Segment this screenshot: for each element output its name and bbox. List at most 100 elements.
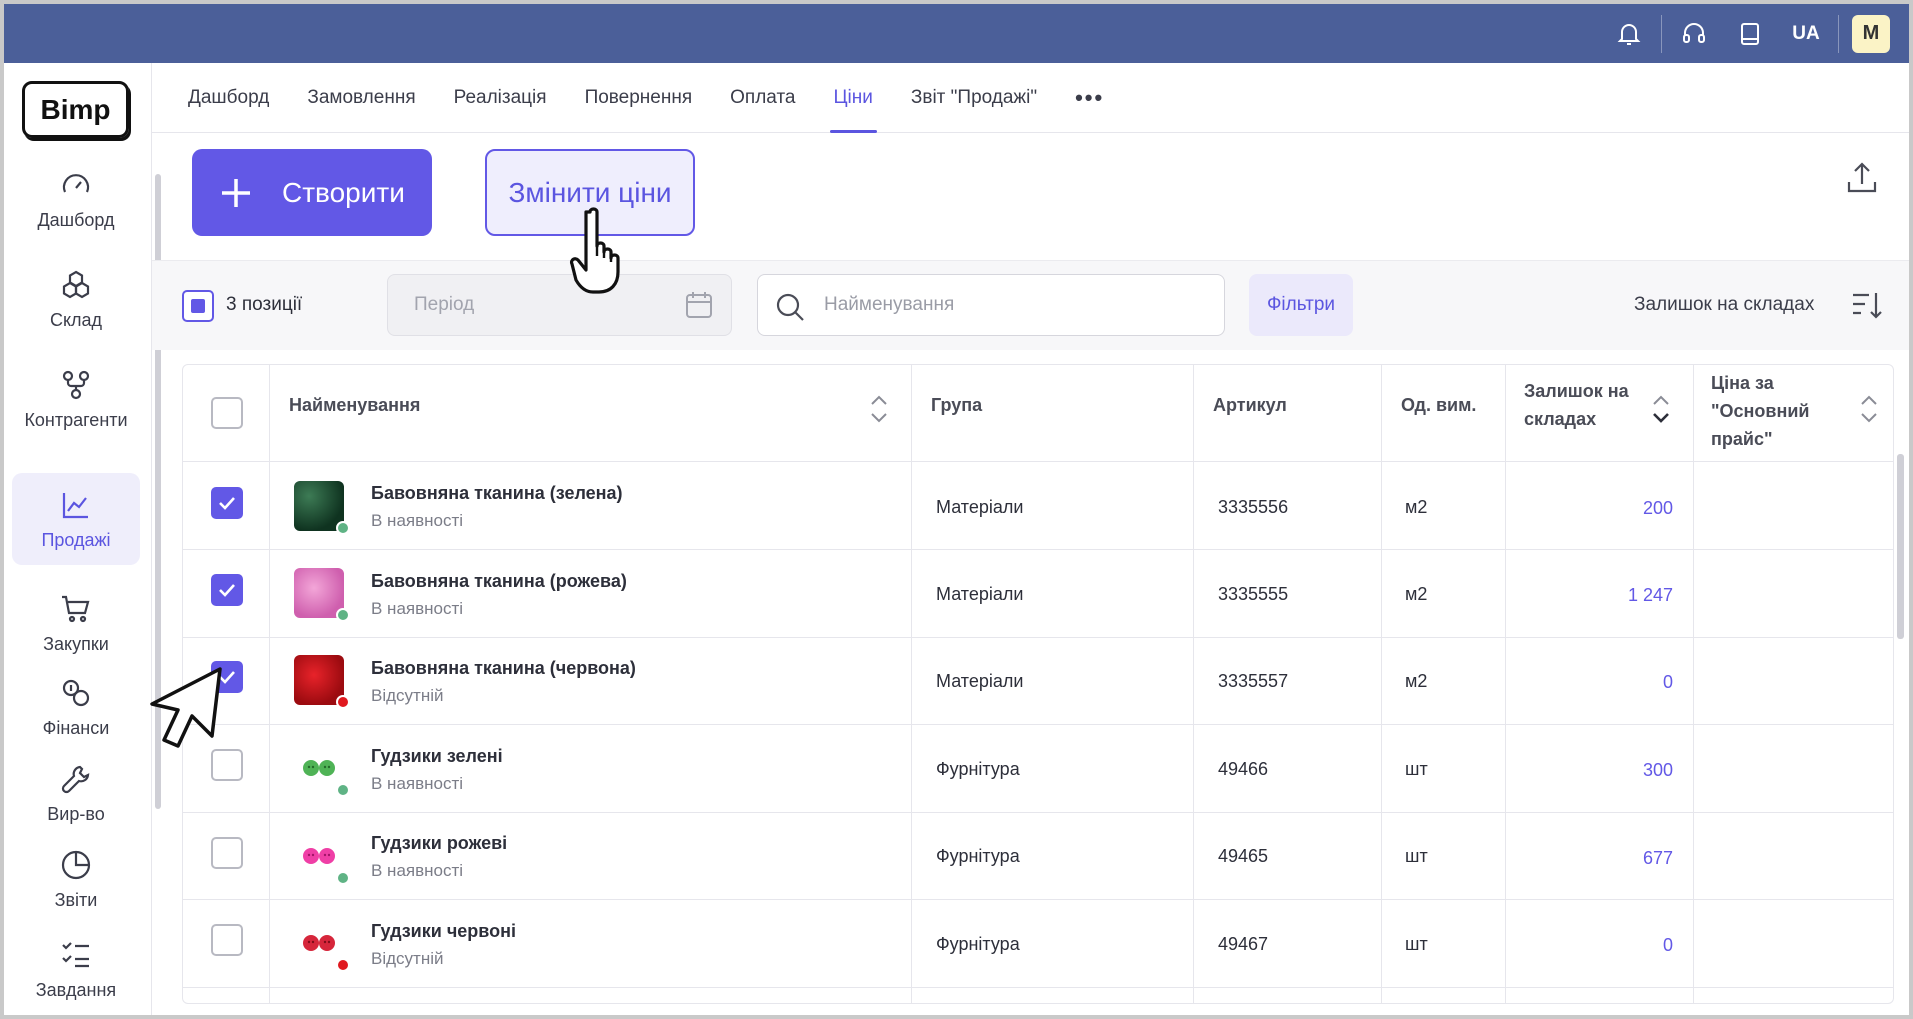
- bell-icon[interactable]: [1601, 4, 1657, 63]
- select-all-indicator[interactable]: [182, 290, 214, 322]
- avatar[interactable]: M: [1843, 4, 1899, 63]
- header-stock[interactable]: Залишок на складах: [1524, 377, 1629, 433]
- header-price[interactable]: Ціна за "Основний прайс": [1711, 369, 1809, 453]
- cell-sku: 49465: [1218, 846, 1269, 866]
- product-name[interactable]: Бавовняна тканина (рожева): [371, 571, 627, 591]
- sort-toggle-icon[interactable]: [867, 393, 891, 425]
- row-checkbox[interactable]: [211, 574, 243, 606]
- row-checkbox[interactable]: [211, 749, 243, 781]
- tab-orders[interactable]: Замовлення: [307, 86, 416, 108]
- cell-stock[interactable]: 0: [1662, 935, 1673, 955]
- sidebar-scrollbar[interactable]: [155, 174, 161, 809]
- sidebar-item-reports[interactable]: Звіти: [12, 837, 140, 921]
- cell-group: Матеріали: [936, 584, 1024, 604]
- header-price-line: прайс": [1711, 429, 1773, 449]
- header-name[interactable]: Найменування: [289, 395, 421, 415]
- product-name[interactable]: Гудзики зелені: [371, 746, 503, 766]
- logo[interactable]: Bimp: [22, 81, 129, 138]
- sidebar-item-dashboard[interactable]: Дашборд: [12, 153, 140, 245]
- product-status: В наявності: [371, 774, 464, 793]
- cell-group: Фурнітура: [936, 934, 1020, 954]
- status-dot: [336, 783, 350, 797]
- sort-icon[interactable]: [1850, 290, 1884, 322]
- product-thumbnail: [294, 743, 344, 793]
- period-field[interactable]: Період: [387, 274, 732, 336]
- cell-stock[interactable]: 300: [1642, 760, 1673, 780]
- row-checkbox[interactable]: [211, 924, 243, 956]
- product-status: Відсутній: [371, 686, 444, 705]
- row-checkbox[interactable]: [211, 487, 243, 519]
- product-thumbnail: [294, 831, 344, 881]
- status-dot: [336, 608, 350, 622]
- sidebar-item-label: Вир-во: [47, 803, 105, 824]
- headset-icon[interactable]: [1666, 4, 1722, 63]
- sort-toggle-icon[interactable]: [1857, 393, 1881, 425]
- export-icon[interactable]: [1844, 160, 1880, 196]
- tab-returns[interactable]: Повернення: [584, 86, 693, 108]
- tab-dashboard[interactable]: Дашборд: [188, 86, 270, 108]
- sidebar-item-warehouse[interactable]: Склад: [12, 253, 140, 345]
- sidebar-item-sales[interactable]: Продажі: [12, 473, 140, 565]
- cell-stock[interactable]: 677: [1642, 848, 1673, 868]
- product-thumbnail: [294, 655, 344, 705]
- header-group[interactable]: Група: [931, 395, 983, 415]
- sidebar-item-production[interactable]: Вир-во: [12, 751, 140, 835]
- boxes-icon: [62, 270, 90, 298]
- table-scrollbar[interactable]: [1897, 454, 1904, 639]
- avatar-initial: M: [1852, 14, 1890, 53]
- product-name[interactable]: Бавовняна тканина (зелена): [371, 483, 623, 503]
- product-name[interactable]: Гудзики рожеві: [371, 833, 508, 853]
- row-divider: [183, 549, 1893, 550]
- header-unit[interactable]: Од. вим.: [1401, 395, 1477, 415]
- column-divider: [911, 365, 912, 1003]
- book-icon[interactable]: [1722, 4, 1778, 63]
- search-icon: [776, 293, 804, 321]
- filters-button[interactable]: Фільтри: [1249, 274, 1353, 336]
- wrench-icon: [61, 765, 90, 793]
- plus-icon: [222, 178, 250, 207]
- select-all-checkbox[interactable]: [211, 397, 243, 429]
- calendar-icon[interactable]: [683, 289, 715, 321]
- search-placeholder: Найменування: [824, 294, 955, 315]
- cell-sku: 49467: [1218, 934, 1269, 954]
- cell-unit: шт: [1405, 934, 1428, 954]
- tab-sales-report[interactable]: Звіт "Продажі": [910, 86, 1038, 108]
- hand-pointer-cursor-icon: [569, 207, 620, 294]
- sidebar-item-finance[interactable]: Фінанси: [12, 667, 140, 747]
- product-thumbnail: [294, 568, 344, 618]
- tab-sales[interactable]: Реалізація: [453, 86, 547, 108]
- product-name[interactable]: Бавовняна тканина (червона): [371, 658, 636, 678]
- cell-stock[interactable]: 200: [1642, 498, 1673, 518]
- sidebar-item-contractors[interactable]: Контрагенти: [12, 353, 140, 445]
- create-button[interactable]: Створити: [192, 149, 432, 236]
- column-divider: [269, 365, 270, 1003]
- chart-line-icon: [62, 492, 88, 518]
- sort-desc-icon[interactable]: [1649, 393, 1673, 425]
- top-bar: UA M: [4, 4, 1909, 63]
- cell-stock[interactable]: 0: [1662, 672, 1673, 692]
- row-checkbox[interactable]: [211, 837, 243, 869]
- cell-stock[interactable]: 1 247: [1627, 585, 1673, 605]
- sidebar-item-label: Закупки: [43, 633, 109, 654]
- product-status: В наявності: [371, 861, 464, 880]
- stock-sort-label[interactable]: Залишок на складах: [1634, 294, 1815, 315]
- search-input[interactable]: Найменування: [757, 274, 1225, 336]
- header-sku[interactable]: Артикул: [1213, 395, 1287, 415]
- product-status: В наявності: [371, 599, 464, 618]
- tab-payment[interactable]: Оплата: [730, 86, 796, 108]
- product-name[interactable]: Гудзики червоні: [371, 921, 516, 941]
- change-prices-button[interactable]: Змінити ціни: [485, 149, 695, 236]
- cell-unit: шт: [1405, 759, 1428, 779]
- cell-group: Матеріали: [936, 497, 1024, 517]
- sidebar-item-label: Дашборд: [37, 209, 115, 230]
- sidebar-item-purchases[interactable]: Закупки: [12, 583, 140, 663]
- arrow-cursor-icon: [150, 667, 222, 748]
- sidebar-item-tasks[interactable]: Завдання: [12, 927, 140, 1011]
- check-icon: [219, 497, 235, 510]
- tab-prices[interactable]: Ціни: [829, 63, 878, 133]
- language-switch[interactable]: UA: [1792, 22, 1820, 44]
- more-tabs-icon[interactable]: •••: [1075, 84, 1105, 110]
- pie-chart-icon: [61, 850, 91, 879]
- column-divider: [1381, 365, 1382, 1003]
- status-dot: [336, 695, 350, 709]
